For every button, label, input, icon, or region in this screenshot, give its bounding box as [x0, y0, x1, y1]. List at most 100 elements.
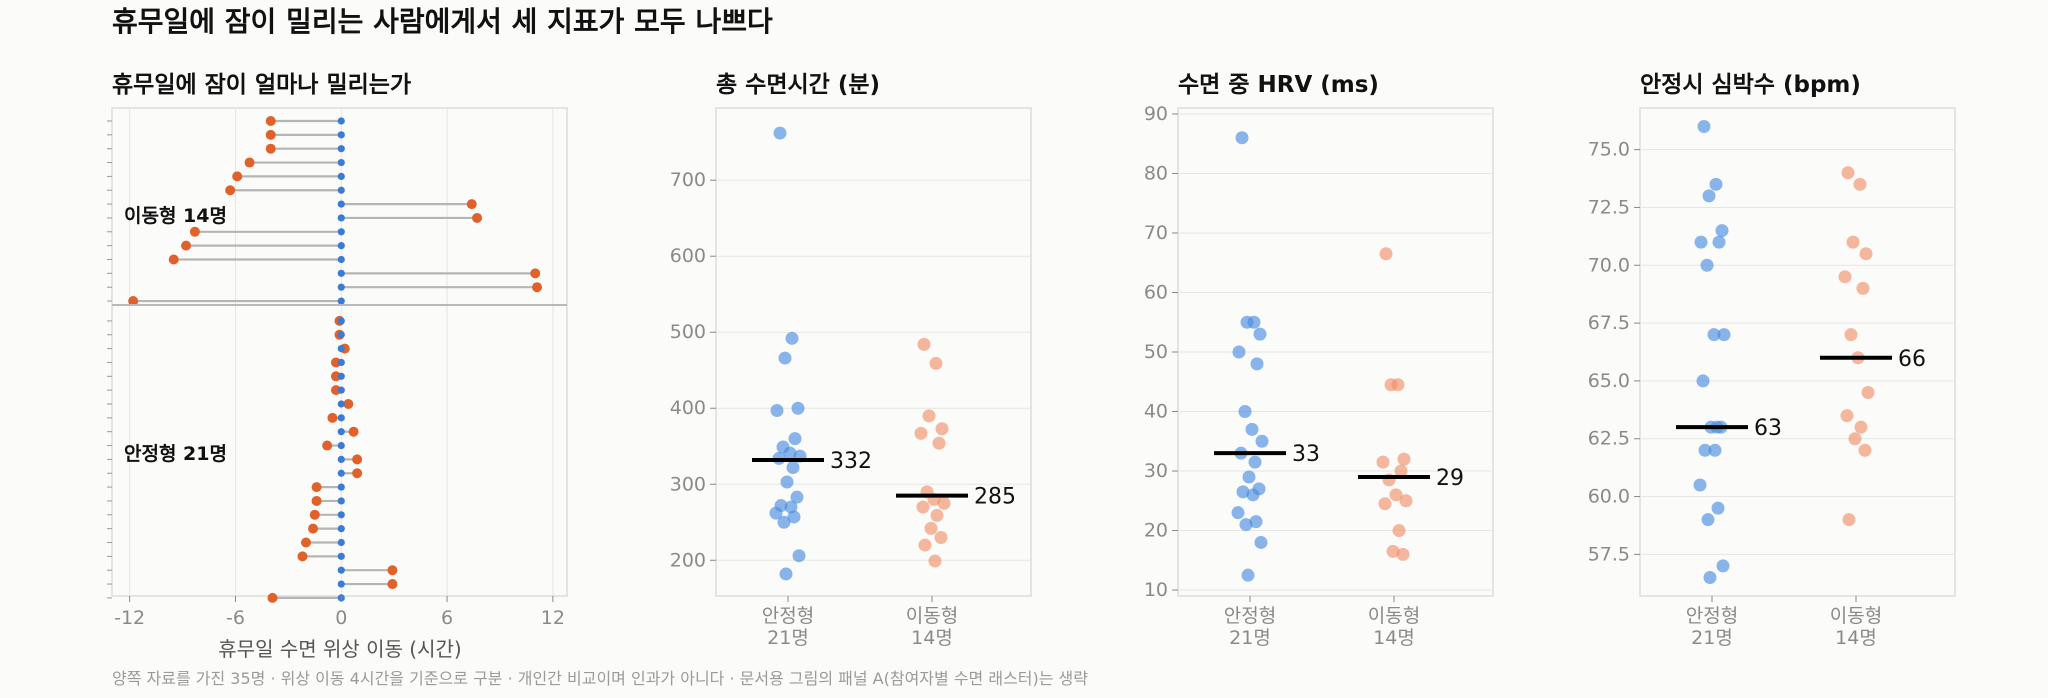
y-tick-label: 62.5 — [1588, 428, 1630, 450]
shift-endpoint — [348, 426, 359, 437]
shift-endpoint — [311, 482, 322, 493]
x-tick-label: 14명 — [1373, 627, 1415, 649]
data-point — [934, 530, 948, 544]
y-tick-label: 600 — [670, 245, 706, 267]
weekday-anchor — [337, 200, 345, 208]
shift-endpoint — [181, 240, 192, 251]
data-point — [1241, 568, 1255, 582]
panel-total-sleep-frame — [715, 107, 1032, 597]
data-point — [1386, 544, 1400, 558]
data-point — [1701, 513, 1715, 527]
shift-endpoint — [267, 592, 278, 603]
shift-endpoint — [300, 537, 311, 548]
data-point — [1846, 235, 1860, 249]
shift-endpoint — [466, 199, 477, 210]
shift-endpoint — [327, 412, 338, 423]
weekday-anchor — [337, 345, 345, 353]
data-point — [1856, 281, 1870, 295]
shift-endpoint — [530, 268, 541, 279]
data-point — [1231, 506, 1245, 520]
y-tick-label: 40 — [1144, 401, 1168, 423]
data-point — [1711, 501, 1725, 515]
data-point — [792, 549, 806, 563]
x-tick-label: 12 — [541, 607, 565, 629]
data-point — [786, 461, 800, 475]
x-tick-label: 21명 — [1691, 627, 1733, 649]
weekday-anchor — [337, 255, 345, 264]
x-tick-label: 14명 — [911, 627, 953, 649]
median-label: 63 — [1754, 416, 1782, 441]
y-tick-label: 90 — [1144, 103, 1168, 125]
y-tick-label: 700 — [670, 169, 706, 191]
data-point — [784, 500, 798, 514]
weekday-anchor — [337, 131, 345, 139]
group-label-mover: 이동형 14명 — [124, 205, 227, 227]
data-point — [1249, 515, 1263, 529]
data-point — [937, 496, 951, 510]
y-tick-label: 72.5 — [1588, 196, 1630, 218]
data-point — [1715, 224, 1729, 238]
data-point — [1389, 488, 1403, 502]
weekday-anchor — [337, 511, 345, 519]
y-tick-label: 500 — [670, 321, 706, 343]
shift-endpoint — [128, 296, 139, 307]
data-point — [924, 521, 938, 535]
shift-endpoint — [472, 212, 483, 223]
data-point — [791, 401, 805, 415]
panel-total-sleep-title: 총 수면시간 (분) — [716, 72, 880, 98]
weekday-anchor — [337, 525, 345, 533]
data-point — [1861, 385, 1875, 399]
data-point — [1717, 328, 1731, 342]
x-tick-label: 21명 — [767, 627, 809, 649]
x-tick-label: 안정형 — [1224, 605, 1276, 627]
data-point — [1696, 374, 1710, 388]
shift-endpoint — [308, 523, 319, 534]
data-point — [929, 356, 943, 370]
group-label-stable: 안정형 21명 — [124, 443, 227, 465]
weekday-anchor — [337, 455, 345, 463]
weekday-anchor — [337, 538, 345, 547]
panel-phase-shift-frame — [111, 107, 568, 597]
y-tick-label: 50 — [1144, 341, 1168, 363]
weekday-anchor — [337, 283, 345, 291]
median-label: 66 — [1898, 347, 1926, 372]
data-point — [1858, 443, 1872, 457]
y-tick-label: 10 — [1144, 579, 1168, 601]
weekday-anchor — [337, 145, 345, 153]
data-point — [773, 126, 787, 140]
weekday-anchor — [337, 441, 345, 450]
data-point — [1236, 485, 1250, 499]
data-point — [778, 351, 792, 365]
shift-endpoint — [330, 385, 341, 396]
data-point — [1698, 443, 1712, 457]
weekday-anchor — [337, 269, 345, 277]
data-point — [1841, 166, 1855, 180]
data-point — [935, 422, 949, 436]
data-point — [1707, 328, 1721, 342]
y-tick-label: 80 — [1144, 162, 1168, 184]
data-point — [1853, 177, 1867, 191]
data-point — [1854, 420, 1868, 434]
weekday-anchor — [337, 317, 345, 325]
data-point — [1245, 422, 1259, 436]
data-point — [1384, 378, 1398, 392]
median-label: 29 — [1436, 466, 1464, 491]
data-point — [779, 567, 793, 581]
data-point — [1379, 247, 1393, 261]
shift-endpoint — [322, 440, 333, 451]
data-point — [917, 337, 931, 351]
y-tick-label: 67.5 — [1588, 312, 1630, 334]
data-point — [769, 506, 783, 520]
data-point — [1250, 357, 1264, 371]
data-point — [770, 404, 784, 418]
shift-endpoint — [311, 495, 322, 506]
panel-hrv-title: 수면 중 HRV (ms) — [1178, 72, 1379, 98]
data-point — [1246, 488, 1260, 502]
shift-endpoint — [330, 357, 341, 368]
weekday-anchor — [337, 400, 345, 408]
weekday-anchor — [337, 117, 345, 125]
